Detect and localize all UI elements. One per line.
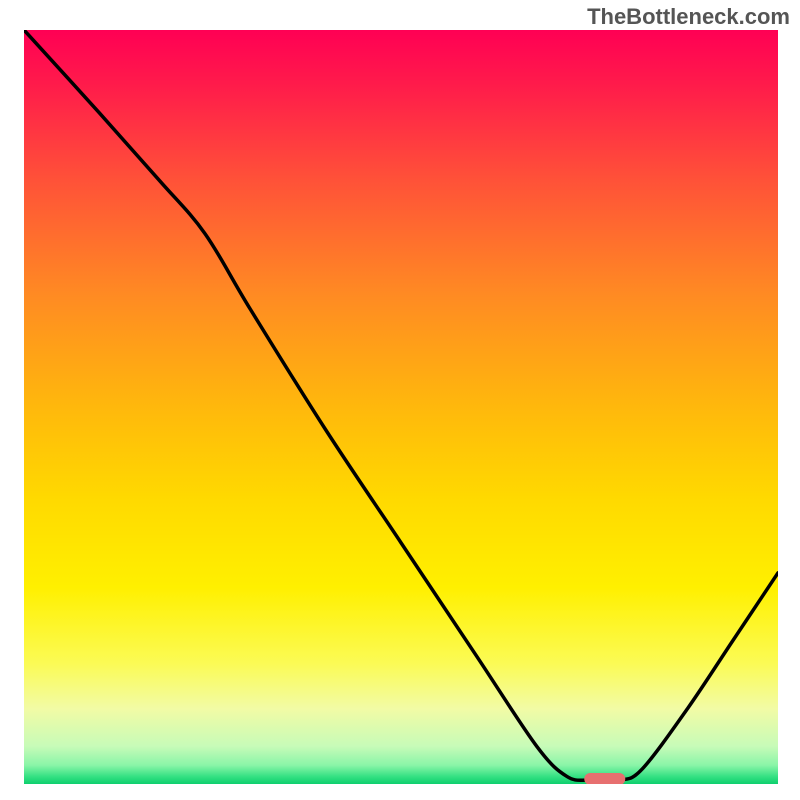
- curve-overlay: [24, 30, 778, 784]
- plot-area: [24, 30, 778, 784]
- optimal-region-marker: [584, 773, 625, 784]
- bottleneck-curve: [24, 30, 778, 781]
- watermark-text: TheBottleneck.com: [587, 4, 790, 30]
